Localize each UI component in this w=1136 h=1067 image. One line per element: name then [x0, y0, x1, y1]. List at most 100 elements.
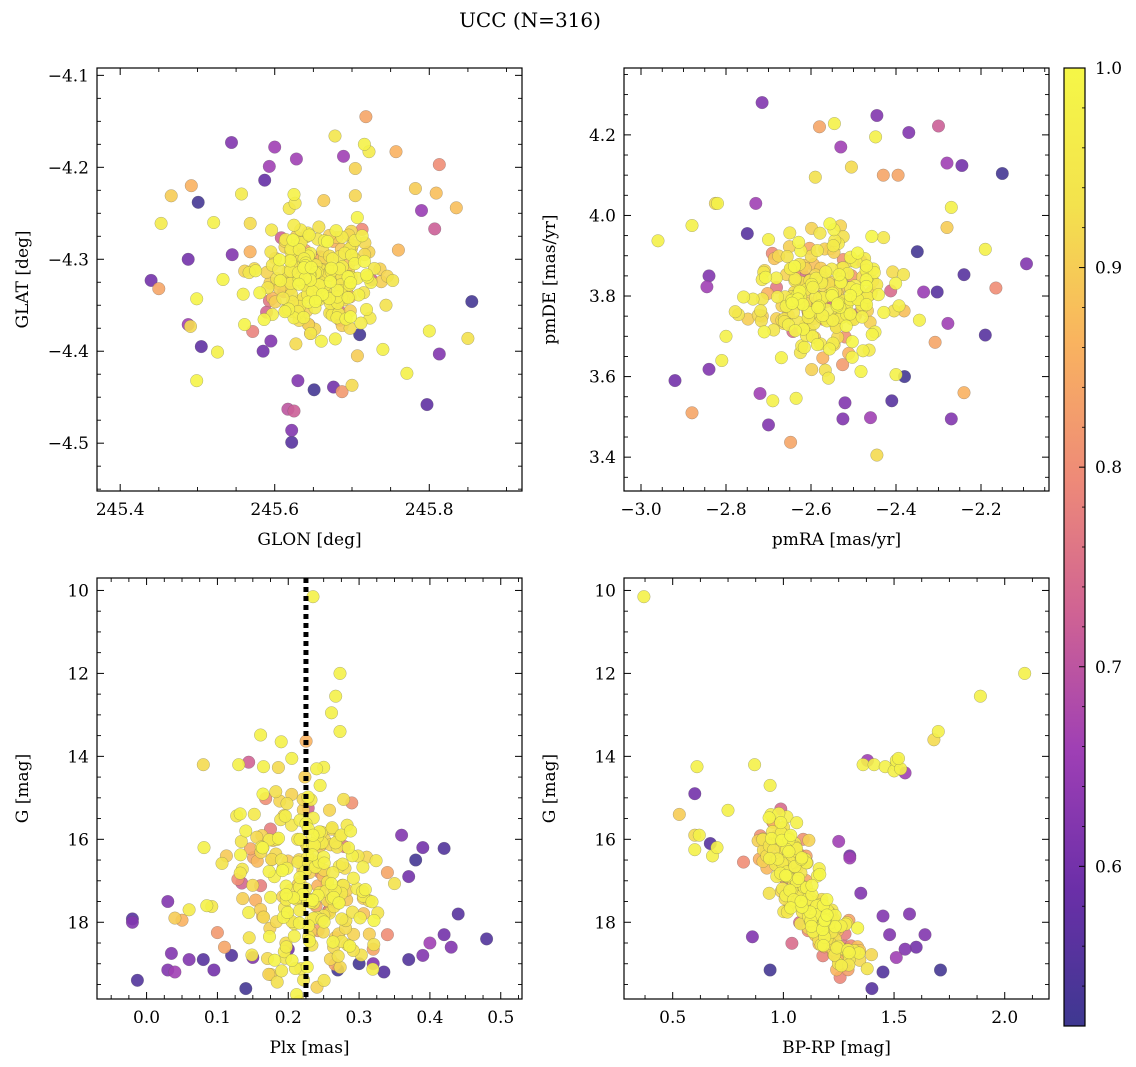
scatter-point [357, 254, 371, 268]
scatter-point [711, 196, 725, 210]
scatter-point [783, 226, 797, 240]
scatter-point [934, 963, 948, 977]
scatter-point [753, 387, 767, 401]
scatter-point [702, 362, 716, 376]
scatter-point [278, 809, 292, 823]
scatter-point [774, 816, 788, 830]
scatter-point [940, 220, 954, 234]
scatter-point [168, 911, 182, 925]
scatter-point [236, 287, 250, 301]
scatter-point [762, 886, 776, 900]
scatter-point [897, 268, 911, 282]
scatter-point [262, 967, 276, 981]
scatter-point [710, 841, 724, 855]
scatter-point [883, 928, 897, 942]
scatter-point [672, 807, 686, 821]
y-tick-label: 12 [594, 664, 616, 684]
y-tick-label: 10 [594, 581, 616, 601]
scatter-point [356, 860, 370, 874]
scatter-point [685, 406, 699, 420]
scatter-point [409, 853, 423, 867]
scatter-point [323, 275, 337, 289]
scatter-point [790, 816, 804, 830]
scatter-point [745, 930, 759, 944]
scatter-point [207, 215, 221, 229]
scatter-point [870, 108, 884, 122]
y-tick-label: −4.1 [48, 66, 89, 86]
scatter-point [257, 910, 271, 924]
scatter-point [196, 953, 210, 967]
scatter-point [324, 877, 338, 891]
scatter-point [287, 187, 301, 201]
scatter-point [306, 828, 320, 842]
scatter-point [243, 245, 257, 259]
y-tick-label: 3.6 [589, 368, 616, 388]
scatter-point [823, 217, 837, 231]
scatter-point [877, 231, 891, 245]
scatter-points [651, 96, 1034, 462]
scatter-point [871, 288, 885, 302]
scatter-point [369, 854, 383, 868]
scatter-point [917, 285, 931, 299]
scatter-point [700, 280, 714, 294]
y-tick-label: −4.4 [48, 342, 89, 362]
scatter-point [358, 883, 372, 897]
scatter-point [823, 342, 837, 356]
y-tick-label: 3.8 [589, 287, 616, 307]
scatter-point [278, 305, 292, 319]
y-tick-label: 3.4 [589, 448, 616, 468]
scatter-point [759, 270, 773, 284]
scatter-point [249, 264, 263, 278]
scatter-point [306, 590, 320, 604]
x-axis-label: GLON [deg] [257, 530, 361, 550]
scatter-point [207, 963, 221, 977]
scatter-point [480, 932, 494, 946]
scatter-point [909, 940, 923, 954]
scatter-point [797, 340, 811, 354]
scatter-point [810, 338, 824, 352]
scatter-point [269, 785, 283, 799]
scatter-point [832, 268, 846, 282]
scatter-point [892, 751, 906, 765]
scatter-point [865, 982, 879, 996]
scatter-point [805, 363, 819, 377]
scatter-point [784, 435, 798, 449]
scatter-point [898, 942, 912, 956]
scatter-point [321, 235, 335, 249]
scatter-point [766, 394, 780, 408]
scatter-point [867, 758, 881, 772]
scatter-point [247, 807, 261, 821]
x-tick-label: 245.8 [405, 500, 454, 520]
x-tick-label: −2.4 [875, 500, 916, 520]
scatter-point [428, 222, 442, 236]
scatter-point [854, 365, 868, 379]
scatter-point [239, 982, 253, 996]
scatter-point [918, 928, 932, 942]
scatter-point [184, 179, 198, 193]
scatter-point [876, 168, 890, 182]
scatter-point [834, 140, 848, 154]
colorbar: 0.6 0.7 0.8 0.9 1.0 [1063, 59, 1122, 1027]
scatter-point [242, 931, 256, 945]
x-tick-label: −2.2 [960, 500, 1001, 520]
scatter-point [291, 374, 305, 388]
scatter-point [788, 324, 802, 338]
scatter-point [402, 953, 416, 967]
scatter-point [432, 158, 446, 172]
scatter-point [870, 448, 884, 462]
x-tick-label: 0.0 [133, 1008, 160, 1028]
scatter-point [930, 285, 944, 299]
scatter-point [286, 233, 300, 247]
scatter-point [154, 216, 168, 230]
scatter-point [285, 435, 299, 449]
scatter-point [285, 751, 299, 765]
scatter-point [164, 189, 178, 203]
scatter-point [313, 778, 327, 792]
axes-frame [623, 67, 1050, 492]
x-tick-label: 245.6 [250, 500, 299, 520]
scatter-point [855, 310, 869, 324]
scatter-point [196, 758, 210, 772]
scatter-point [836, 412, 850, 426]
scatter-point [367, 938, 381, 952]
